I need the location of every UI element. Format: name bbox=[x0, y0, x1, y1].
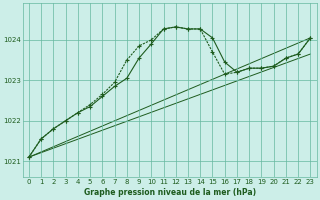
X-axis label: Graphe pression niveau de la mer (hPa): Graphe pression niveau de la mer (hPa) bbox=[84, 188, 256, 197]
